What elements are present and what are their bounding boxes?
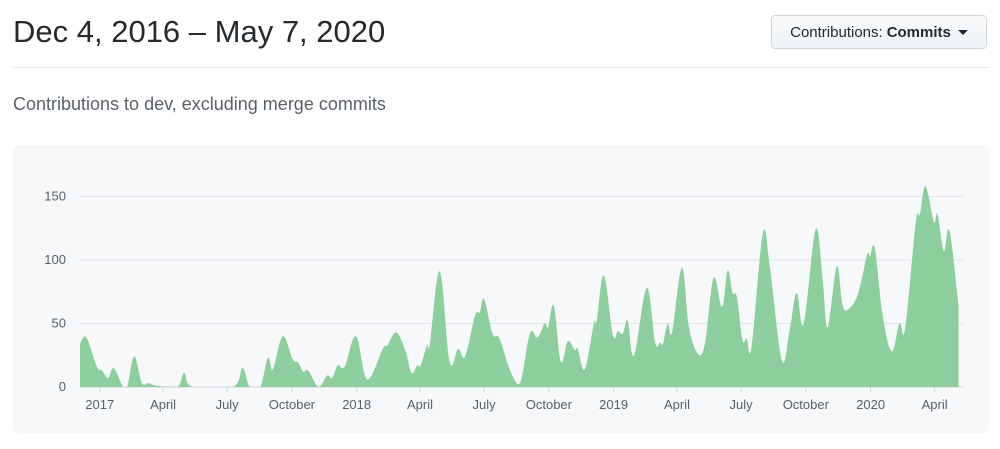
x-tick-label: October [526,397,573,412]
y-tick-label: 150 [44,189,66,204]
y-tick-label: 100 [44,252,66,267]
x-tick-label: October [783,397,830,412]
x-tick-label: 2018 [342,397,371,412]
chart-container: 0 50 100 150 2017 April July October 2018 April Ju… [13,145,989,433]
x-tick-label: April [922,397,948,412]
divider [13,67,989,68]
x-tick-label: April [664,397,690,412]
dropdown-value: Commits [886,23,951,41]
page-title: Dec 4, 2016 – May 7, 2020 [13,14,386,49]
x-tick-label: July [216,397,240,412]
contributions-chart: 0 50 100 150 2017 April July October 2018 April Ju… [44,186,963,412]
x-tick-label: April [407,397,433,412]
contributions-type-dropdown[interactable]: Contributions: Commits [771,15,987,49]
x-tick-label: 2020 [856,397,885,412]
caret-down-icon [957,29,968,35]
dropdown-prefix: Contributions: [790,23,883,41]
x-tick-label: July [729,397,753,412]
commits-area [80,186,959,387]
x-tick-label: 2019 [599,397,628,412]
x-tick-label: 2017 [85,397,114,412]
y-tick-label: 0 [59,379,66,394]
chart-subtitle: Contributions to dev, excluding merge co… [13,94,386,114]
x-tick-label: July [473,397,497,412]
x-tick-label: April [150,397,176,412]
x-tick-label: October [269,397,316,412]
y-tick-label: 50 [52,316,66,331]
